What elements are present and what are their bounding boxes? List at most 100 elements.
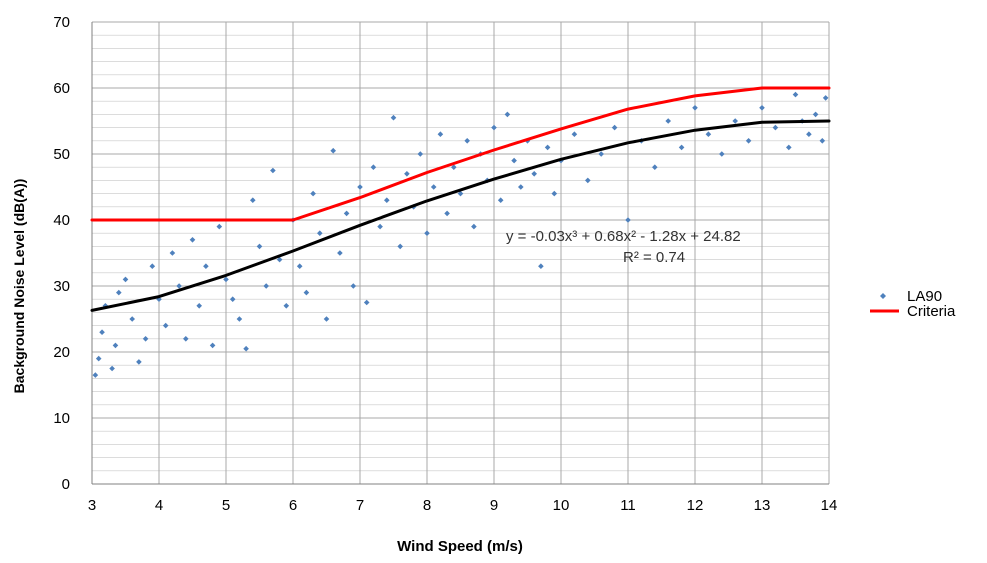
la90-point [357, 184, 363, 190]
la90-point [571, 131, 578, 137]
la90-point [786, 144, 792, 151]
la90-point [162, 322, 169, 329]
la90-point [99, 329, 105, 335]
la90-point [189, 237, 196, 243]
la90-point [377, 223, 383, 230]
y-tick-label: 0 [62, 476, 70, 493]
la90-point [303, 289, 310, 296]
la90-point [491, 124, 497, 131]
x-tick-label: 3 [88, 497, 96, 514]
la90-point [183, 336, 189, 342]
trend-equation: y = -0.03x³ + 0.68x² - 1.28x + 24.82 [506, 228, 741, 245]
la90-point [122, 276, 129, 283]
la90-point [236, 316, 243, 322]
la90-point [384, 197, 390, 203]
la90-point [92, 372, 99, 378]
la90-point [444, 210, 450, 217]
la90-point [116, 289, 122, 296]
la90-point [551, 190, 558, 197]
la90-point [250, 197, 256, 203]
x-tick-label: 12 [687, 497, 704, 514]
x-tick-label: 7 [356, 497, 364, 514]
la90-point [270, 167, 276, 174]
la90-point [343, 210, 350, 217]
la90-point [625, 217, 631, 223]
y-tick-label: 10 [53, 410, 70, 427]
la90-point [451, 164, 457, 170]
la90-point [822, 95, 829, 101]
la90-point [812, 111, 819, 118]
grid [91, 21, 830, 485]
y-tick-label: 50 [53, 146, 70, 163]
la90-point [424, 230, 430, 236]
r-squared: R² = 0.74 [623, 249, 685, 266]
x-tick-label: 13 [754, 497, 771, 514]
la90-point [317, 230, 323, 236]
la90-point [457, 190, 464, 197]
la90-point [497, 197, 504, 203]
x-tick-label: 4 [155, 497, 163, 514]
y-tick-label: 40 [53, 212, 70, 229]
trendline [90, 119, 831, 312]
la90-point [296, 263, 303, 269]
la90-point [598, 151, 604, 157]
la90-point [169, 250, 176, 256]
la90-scatter-series [92, 91, 829, 378]
la90-point [538, 263, 544, 269]
la90-point [759, 105, 765, 111]
la90-point [256, 243, 263, 250]
legend-la90-marker [880, 293, 886, 299]
y-tick-labels: 0 10 20 30 40 50 60 70 [53, 14, 70, 493]
la90-point [142, 336, 149, 342]
la90-point [109, 365, 115, 372]
la90-point [350, 283, 357, 289]
la90-point [430, 184, 437, 190]
la90-point [243, 345, 249, 352]
la90-point [330, 147, 336, 154]
la90-point [363, 299, 370, 306]
la90-point [95, 355, 102, 362]
la90-point [705, 131, 712, 137]
la90-point [504, 111, 511, 118]
x-axis-title: Wind Speed (m/s) [397, 538, 523, 555]
legend-la90-label: LA90 [907, 288, 942, 305]
la90-point [129, 316, 135, 322]
la90-point [112, 342, 119, 349]
la90-point [464, 138, 470, 144]
la90-point [283, 303, 290, 309]
la90-point [732, 118, 738, 124]
la90-point [156, 296, 162, 302]
la90-point [337, 250, 343, 256]
la90-point [652, 164, 658, 170]
x-tick-label: 5 [222, 497, 230, 514]
la90-point [665, 118, 671, 124]
x-tick-label: 8 [423, 497, 431, 514]
la90-point [531, 171, 537, 177]
x-tick-label: 14 [821, 497, 838, 514]
la90-point [176, 283, 182, 289]
y-axis-title: Background Noise Level (dB(A)) [11, 179, 27, 394]
la90-point [229, 296, 236, 302]
la90-point [216, 223, 223, 230]
la90-point [719, 151, 725, 157]
la90-point [196, 303, 202, 309]
la90-point [404, 171, 410, 177]
la90-point [678, 144, 685, 151]
la90-point [437, 131, 444, 137]
la90-point [102, 303, 109, 309]
y-tick-label: 70 [53, 14, 70, 31]
la90-point [203, 263, 209, 269]
y-tick-label: 60 [53, 80, 70, 97]
la90-point [544, 144, 551, 151]
x-tick-label: 10 [553, 497, 570, 514]
la90-point [149, 263, 156, 269]
la90-point [397, 243, 403, 250]
la90-point [276, 256, 283, 263]
x-tick-label: 11 [620, 497, 636, 514]
la90-point [745, 138, 752, 144]
criteria-line [90, 86, 831, 222]
legend-criteria-label: Criteria [907, 303, 956, 320]
la90-point [518, 184, 524, 190]
